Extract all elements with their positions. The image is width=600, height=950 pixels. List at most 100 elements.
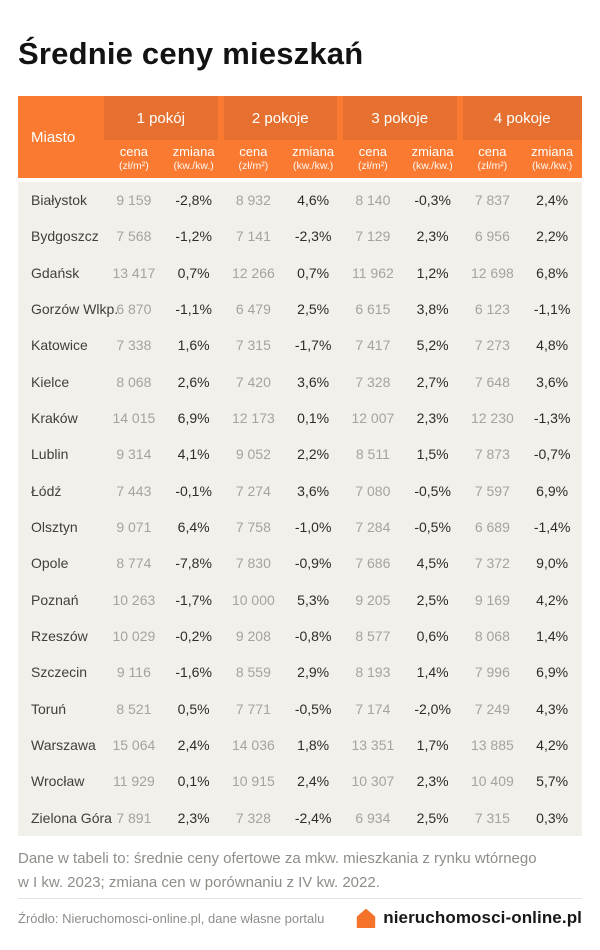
change-cell: -0,7% bbox=[533, 446, 571, 463]
price-cell: 8 559 bbox=[235, 664, 271, 681]
change-cell: 0,3% bbox=[536, 809, 569, 826]
price-cell: 7 837 bbox=[474, 192, 510, 209]
price-cell: 8 774 bbox=[116, 555, 152, 572]
price-cell: 7 420 bbox=[235, 373, 271, 390]
change-cell: 5,3% bbox=[297, 591, 330, 608]
price-cell: 7 996 bbox=[474, 664, 510, 681]
change-cell: 0,5% bbox=[177, 700, 210, 717]
city-cell: Zielona Góra bbox=[31, 809, 112, 826]
table-row: Opole 8 774 -7,8% 7 830 -0,9% 7 686 4,5% 7 372 9… bbox=[18, 545, 582, 581]
change-cell: -1,6% bbox=[175, 664, 212, 681]
change-subheader: zmiana (kw./kw.) bbox=[531, 144, 574, 172]
change-cell: -0,5% bbox=[414, 482, 451, 499]
change-cell: 0,7% bbox=[177, 264, 210, 281]
table-row: Olsztyn 9 071 6,4% 7 758 -1,0% 7 284 -0,5% 6 68… bbox=[18, 509, 582, 545]
change-cell: -0,3% bbox=[414, 192, 451, 209]
change-cell: 4,2% bbox=[536, 737, 569, 754]
footnote: Dane w tabeli to: średnie ceny ofertowe … bbox=[18, 847, 582, 895]
price-table: Miasto 1 pokój cena (zł/m²) zmiana (kw./kw.)… bbox=[18, 96, 582, 836]
price-cell: 7 249 bbox=[474, 700, 510, 717]
price-cell: 7 273 bbox=[474, 337, 510, 354]
change-cell: 0,1% bbox=[177, 773, 210, 790]
change-cell: 0,7% bbox=[297, 264, 330, 281]
price-cell: 14 036 bbox=[231, 737, 275, 754]
house-icon bbox=[357, 908, 376, 928]
change-cell: -1,4% bbox=[533, 519, 571, 536]
change-cell: 1,5% bbox=[416, 446, 449, 463]
price-cell: 6 956 bbox=[474, 228, 510, 245]
price-cell: 7 568 bbox=[116, 228, 152, 245]
change-cell: 2,5% bbox=[416, 591, 449, 608]
price-cell: 10 307 bbox=[351, 773, 395, 790]
price-subheader: cena (zł/m²) bbox=[119, 144, 149, 172]
group-header-2: 2 pokoje bbox=[223, 96, 337, 140]
change-cell: -0,5% bbox=[294, 700, 332, 717]
price-cell: 10 409 bbox=[470, 773, 514, 790]
price-cell: 9 314 bbox=[116, 446, 152, 463]
price-cell: 12 698 bbox=[470, 264, 514, 281]
city-cell: Poznań bbox=[31, 591, 79, 608]
city-cell: Toruń bbox=[31, 700, 67, 717]
price-cell: 12 173 bbox=[231, 410, 275, 427]
price-cell: 9 208 bbox=[235, 628, 271, 645]
change-cell: 4,3% bbox=[536, 700, 569, 717]
brand-logo: nieruchomosci-online.pl bbox=[356, 908, 582, 928]
group-header-3: 3 pokoje bbox=[343, 96, 457, 140]
price-cell: 12 230 bbox=[470, 410, 514, 427]
price-cell: 10 263 bbox=[112, 591, 156, 608]
price-cell: 7 338 bbox=[116, 337, 152, 354]
change-cell: 2,2% bbox=[536, 228, 569, 245]
change-cell: -2,4% bbox=[294, 809, 332, 826]
change-cell: 4,1% bbox=[177, 446, 210, 463]
page-title: Średnie ceny mieszkań bbox=[18, 36, 364, 71]
price-cell: 6 123 bbox=[474, 301, 510, 318]
price-cell: 10 029 bbox=[112, 628, 156, 645]
change-cell: 2,5% bbox=[297, 301, 330, 318]
change-cell: -1,7% bbox=[294, 337, 332, 354]
logo-text: nieruchomosci-online.pl bbox=[383, 908, 582, 927]
change-subheader: zmiana (kw./kw.) bbox=[172, 144, 215, 172]
price-subheader: cena (zł/m²) bbox=[477, 144, 508, 172]
city-cell: Katowice bbox=[31, 337, 88, 354]
price-cell: 7 274 bbox=[235, 482, 271, 499]
price-cell: 9 169 bbox=[474, 591, 510, 608]
footnote-line-2: w I kw. 2023; zmiana cen w porównaniu z … bbox=[18, 874, 380, 891]
price-cell: 7 758 bbox=[235, 519, 271, 536]
price-cell: 6 934 bbox=[355, 809, 391, 826]
change-cell: 3,6% bbox=[297, 482, 330, 499]
price-cell: 7 174 bbox=[355, 700, 391, 717]
price-cell: 8 140 bbox=[355, 192, 391, 209]
change-cell: 2,6% bbox=[177, 373, 210, 390]
change-cell: 6,9% bbox=[536, 664, 569, 681]
price-cell: 13 351 bbox=[351, 737, 395, 754]
price-cell: 9 205 bbox=[355, 591, 391, 608]
change-cell: 2,4% bbox=[297, 773, 330, 790]
change-cell: 2,9% bbox=[297, 664, 330, 681]
table-row: Szczecin 9 116 -1,6% 8 559 2,9% 8 193 1,4% 7 99… bbox=[18, 654, 582, 690]
change-cell: -0,1% bbox=[175, 482, 212, 499]
change-cell: -0,8% bbox=[294, 628, 332, 645]
table-row: Łódź 7 443 -0,1% 7 274 3,6% 7 080 -0,5% 7 597 6,… bbox=[18, 473, 582, 509]
price-cell: 7 372 bbox=[474, 555, 510, 572]
table-body: Białystok 9 159 -2,8% 8 932 4,6% 8 140 -0,3% 7 … bbox=[18, 182, 582, 836]
change-cell: 1,7% bbox=[416, 737, 449, 754]
price-cell: 6 870 bbox=[116, 301, 152, 318]
price-cell: 7 129 bbox=[355, 228, 391, 245]
change-cell: -0,9% bbox=[294, 555, 332, 572]
city-cell: Łódź bbox=[31, 482, 62, 499]
price-cell: 7 315 bbox=[474, 809, 510, 826]
price-cell: 11 962 bbox=[351, 264, 394, 281]
price-cell: 6 479 bbox=[235, 301, 271, 318]
change-cell: 1,6% bbox=[177, 337, 210, 354]
city-cell: Kraków bbox=[31, 410, 78, 427]
price-cell: 9 071 bbox=[116, 519, 152, 536]
price-cell: 8 193 bbox=[355, 664, 391, 681]
change-cell: 5,2% bbox=[416, 337, 449, 354]
change-cell: 2,3% bbox=[177, 809, 210, 826]
price-cell: 7 686 bbox=[355, 555, 391, 572]
price-cell: 7 328 bbox=[355, 373, 391, 390]
price-cell: 15 064 bbox=[112, 737, 156, 754]
change-cell: 2,4% bbox=[177, 737, 210, 754]
price-cell: 7 830 bbox=[235, 555, 271, 572]
